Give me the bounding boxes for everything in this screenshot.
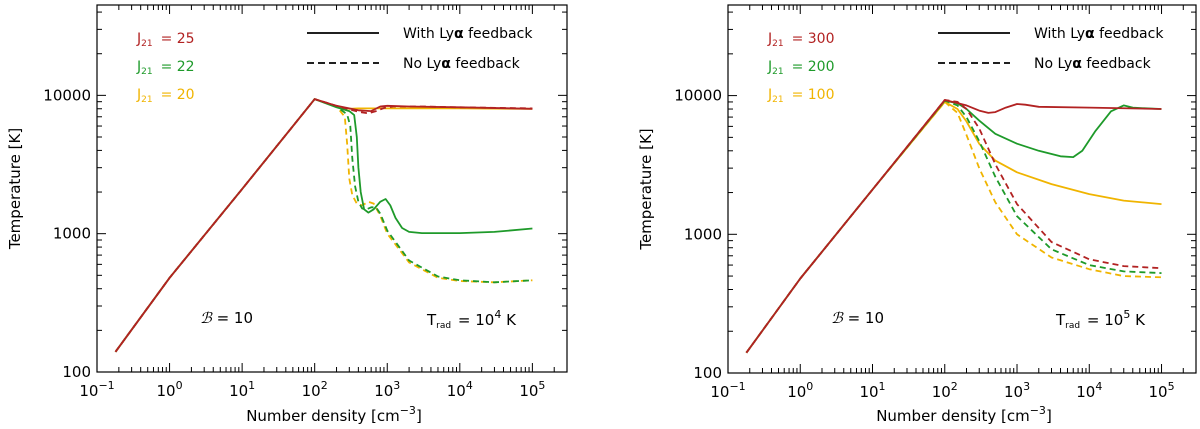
legend-series-entry: J21 = 25 — [136, 31, 195, 49]
series-line-5 — [114, 98, 533, 353]
plot-frame — [96, 4, 568, 373]
chart-panel-1: 10−1 100 101 102 103 104 105100100010000Number… — [6, 4, 568, 425]
legend-style-label: No Lyα feedback — [403, 56, 521, 72]
x-tick-label: 10−1 — [79, 379, 114, 400]
series-line-4 — [114, 98, 533, 353]
y-tick-label: 10000 — [43, 86, 91, 104]
annotation-b-parameter: ℬ = 10 — [831, 309, 884, 327]
y-tick-label: 100 — [62, 363, 91, 381]
x-tick-label: 105 — [519, 379, 545, 400]
y-axis-label: Temperature [K] — [6, 128, 24, 250]
legend-style-label: No Lyα feedback — [1034, 56, 1152, 72]
chart-panel-2: 10−1 100 101 102 103 104 105100100010000Number… — [637, 4, 1197, 425]
x-tick-label: 100 — [157, 379, 183, 400]
legend-series-entry: J21 = 22 — [136, 59, 195, 77]
x-axis-label: Number density [cm−3] — [876, 404, 1052, 425]
x-tick-label: 102 — [302, 379, 328, 400]
series-line-3 — [114, 98, 533, 353]
y-tick-label: 100 — [693, 364, 722, 382]
legend-style-label: With Lyα feedback — [1034, 26, 1164, 42]
y-axis-label: Temperature [K] — [637, 128, 655, 250]
x-tick-label: 103 — [1004, 380, 1030, 401]
x-tick-label: 104 — [447, 379, 473, 400]
x-tick-label: 101 — [229, 379, 255, 400]
legend-series-entry: J21 = 20 — [136, 87, 195, 105]
y-tick-label: 1000 — [684, 225, 722, 243]
annotation-t-rad: Trad = 105 K — [1055, 308, 1146, 331]
legend-series-entry: J21 = 300 — [767, 31, 835, 49]
annotation-t-rad: Trad = 104 K — [426, 308, 517, 331]
y-tick-label: 1000 — [53, 225, 91, 243]
x-tick-label: 100 — [787, 380, 813, 401]
plot-frame — [727, 4, 1197, 374]
legend-style-label: With Lyα feedback — [403, 26, 533, 42]
series-line-2 — [745, 101, 1162, 354]
x-axis-label: Number density [cm−3] — [246, 404, 422, 425]
legend-series-entry: J21 = 100 — [767, 87, 835, 105]
x-tick-label: 104 — [1076, 380, 1102, 401]
x-tick-label: 101 — [859, 380, 885, 401]
y-tick-label: 10000 — [674, 87, 722, 105]
x-tick-label: 103 — [374, 379, 400, 400]
annotation-b-parameter: ℬ = 10 — [200, 309, 253, 327]
x-tick-label: 10−1 — [710, 380, 745, 401]
series-line-6 — [114, 98, 533, 353]
x-tick-label: 105 — [1148, 380, 1174, 401]
x-tick-label: 102 — [932, 380, 958, 401]
legend-series-entry: J21 = 200 — [767, 59, 835, 77]
